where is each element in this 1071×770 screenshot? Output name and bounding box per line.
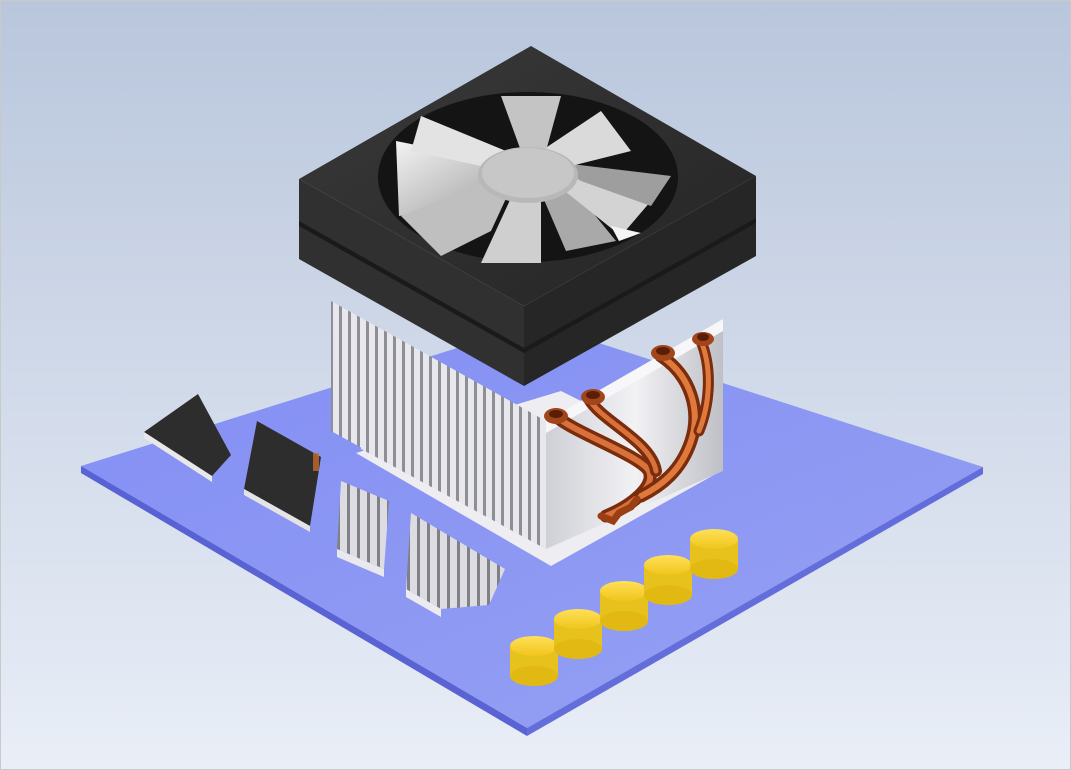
chip-1 [144,394,231,482]
capacitor-4 [644,555,692,605]
capacitor-1 [510,636,558,686]
fan-hub [478,147,578,203]
capacitor-3 [600,581,648,631]
small-heatsink-2 [406,513,505,617]
capacitors [510,529,738,686]
chip-2 [244,421,321,532]
capacitor-5 [690,529,738,579]
heatpipes [549,335,714,526]
capacitor-2 [554,609,602,659]
heatpipe-ends [544,332,714,424]
small-heatsink-1 [337,481,389,577]
